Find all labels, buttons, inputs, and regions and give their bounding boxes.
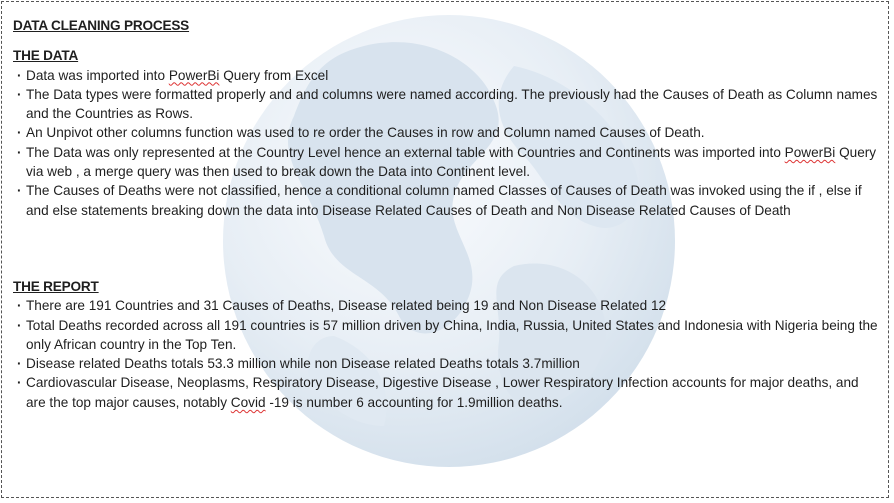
list-item: Data was imported into PowerBi Query fro… (13, 66, 882, 86)
list-item: Disease related Deaths totals 53.3 milli… (13, 354, 882, 374)
section-heading-the-report: THE REPORT (13, 278, 99, 294)
list-item: Total Deaths recorded across all 191 cou… (13, 316, 882, 355)
document-title: DATA CLEANING PROCESS (13, 18, 190, 33)
list-item: Cardiovascular Disease, Neoplasms, Respi… (13, 373, 882, 412)
list-item: An Unpivot other columns function was us… (13, 123, 882, 143)
list-item: The Data was only represented at the Cou… (13, 143, 882, 182)
list-item: The Causes of Deaths were not classified… (13, 181, 882, 220)
list-item: The Data types were formatted properly a… (13, 85, 882, 124)
list-item: There are 191 Countries and 31 Causes of… (13, 296, 882, 316)
section-heading-the-data: THE DATA (13, 48, 79, 64)
report-bullet-list: There are 191 Countries and 31 Causes of… (13, 296, 882, 412)
document-content: DATA CLEANING PROCESS THE DATA Data was … (13, 16, 882, 412)
data-bullet-list: Data was imported into PowerBi Query fro… (13, 66, 882, 220)
